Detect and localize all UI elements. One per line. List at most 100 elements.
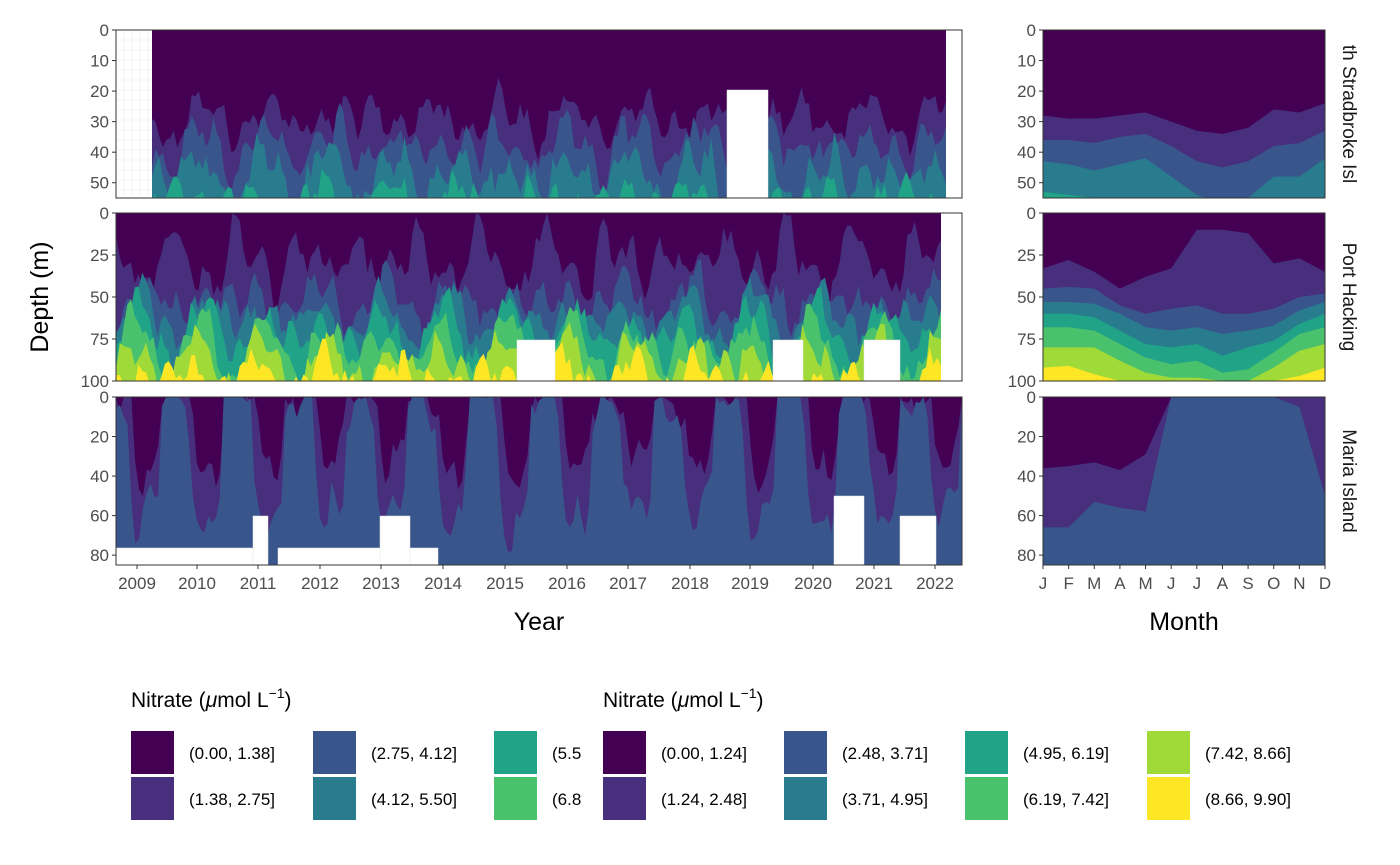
legend-key (1147, 777, 1190, 820)
y-tick-label: 60 (90, 507, 109, 526)
climatology-band (1043, 191, 1325, 198)
x-tick-label: J (1039, 574, 1048, 593)
y-tick-label: 30 (1017, 113, 1036, 132)
legend-key (494, 731, 537, 774)
y-tick-label: 50 (90, 288, 109, 307)
y-tick-label: 100 (81, 372, 109, 391)
timeseries-panel-0 (116, 30, 962, 198)
legend-2: Nitrate (μmol L−1) (0.00, 1.24] (1.24, 2.4… (603, 685, 1291, 820)
legend-label: (4.12, 5.50] (371, 790, 457, 809)
y-tick-label: 0 (1027, 388, 1036, 407)
x-tick-label: M (1087, 574, 1101, 593)
x-tick-label: N (1293, 574, 1305, 593)
y-tick-label: 20 (1017, 428, 1036, 447)
x-tick-label: 2022 (916, 574, 954, 593)
y-tick-label: 40 (1017, 143, 1036, 162)
y-tick-label: 50 (90, 174, 109, 193)
data-gap (946, 30, 962, 198)
y-tick-label: 0 (1027, 21, 1036, 40)
x-tick-label: F (1063, 574, 1073, 593)
data-gap (516, 339, 556, 381)
data-gap (833, 495, 865, 565)
legend-title: Nitrate (μmol L−1) (603, 685, 764, 712)
data-gap (899, 515, 937, 565)
climatology-panel-2 (1043, 397, 1325, 565)
y-tick-label: 0 (100, 204, 109, 223)
x-tick-label: 2016 (548, 574, 586, 593)
y-tick-label: 50 (1017, 174, 1036, 193)
x-tick-label: 2012 (301, 574, 339, 593)
x-tick-label: S (1242, 574, 1253, 593)
x-tick-label: O (1267, 574, 1280, 593)
climatology-band (1043, 397, 1325, 565)
x-tick-label: M (1138, 574, 1152, 593)
x-tick-label: J (1167, 574, 1176, 593)
legend-label: (1.24, 2.48] (661, 790, 747, 809)
legend-key (1147, 731, 1190, 774)
legend-label: (0.00, 1.24] (661, 744, 747, 763)
facet-label: Port Hacking (1338, 243, 1359, 352)
panel-border (1042, 396, 1326, 566)
y-tick-label: 40 (90, 467, 109, 486)
y-tick-label: 100 (1008, 372, 1036, 391)
legend-label: (6.19, 7.42] (1023, 790, 1109, 809)
y-tick-label: 10 (90, 52, 109, 71)
contour-band (116, 397, 962, 565)
y-axis-title: Depth (m) (26, 241, 54, 352)
legend-label: (2.48, 3.71] (842, 744, 928, 763)
y-tick-label: 75 (1017, 330, 1036, 349)
legend-key (784, 731, 827, 774)
facet-label: th Stradbroke Isl (1338, 45, 1359, 183)
climatology-panel-0 (1043, 30, 1325, 198)
legend-key (131, 777, 174, 820)
legend-key (603, 731, 646, 774)
climatology-band (1043, 158, 1325, 198)
y-tick-label: 0 (100, 388, 109, 407)
y-tick-label: 20 (90, 428, 109, 447)
legend-1: Nitrate (μmol L−1) (0.00, 1.38] (1.38, 2.7… (131, 685, 581, 820)
x-tick-label: 2011 (240, 574, 277, 593)
y-tick-label: 80 (1017, 546, 1036, 565)
legend-key (131, 731, 174, 774)
contour-band (116, 338, 941, 381)
panel-border (115, 396, 963, 566)
x-tick-label: 2013 (362, 574, 400, 593)
legend-label: (3.71, 4.95] (842, 790, 928, 809)
x-tick-label: 2021 (855, 574, 893, 593)
legend-label: (5.5 (552, 744, 581, 763)
legend-key (313, 777, 356, 820)
data-gap (726, 89, 769, 198)
y-tick-label: 40 (1017, 467, 1036, 486)
x-tick-label: 2014 (424, 574, 462, 593)
x-tick-label: J (1193, 574, 1202, 593)
y-tick-label: 30 (90, 113, 109, 132)
y-tick-label: 10 (1017, 52, 1036, 71)
x-tick-label: A (1114, 574, 1126, 593)
climatology-band (1043, 365, 1325, 381)
timeseries-panel-1 (116, 213, 962, 381)
data-gap (277, 547, 439, 565)
legend-title: Nitrate (μmol L−1) (131, 685, 292, 712)
legend-label: (7.42, 8.66] (1205, 744, 1291, 763)
y-tick-label: 75 (90, 330, 109, 349)
facet-label: Maria Island (1338, 429, 1359, 533)
x-tick-label: A (1217, 574, 1229, 593)
panel-border (115, 29, 963, 199)
y-tick-label: 50 (1017, 288, 1036, 307)
y-tick-label: 40 (90, 143, 109, 162)
timeseries-panel-2 (116, 397, 962, 565)
y-tick-label: 25 (90, 246, 109, 265)
y-tick-label: 80 (90, 546, 109, 565)
x-tick-label: 2020 (794, 574, 832, 593)
y-tick-label: 20 (90, 82, 109, 101)
contour-band (152, 167, 934, 198)
data-gap (252, 515, 269, 565)
x-axis-title-year: Year (514, 608, 565, 636)
legend-label: (2.75, 4.12] (371, 744, 457, 763)
legend-label: (8.66, 9.90] (1205, 790, 1291, 809)
y-tick-label: 0 (1027, 204, 1036, 223)
y-tick-label: 60 (1017, 507, 1036, 526)
y-tick-label: 20 (1017, 82, 1036, 101)
data-gap (941, 213, 962, 381)
